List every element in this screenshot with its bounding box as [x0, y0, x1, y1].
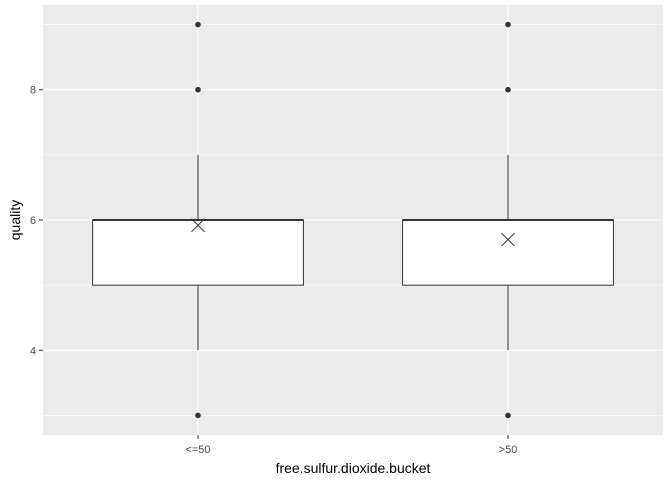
box-2 — [402, 21, 614, 419]
y-tick-label: 6 — [30, 215, 36, 227]
box-iqr — [402, 219, 614, 286]
outlier-point — [505, 86, 511, 93]
box-group — [92, 21, 614, 419]
y-tick-label: 8 — [30, 85, 36, 97]
x-tick-label: >50 — [499, 444, 518, 456]
outlier-point — [505, 412, 511, 419]
outlier-point — [505, 21, 511, 28]
outlier-point — [195, 412, 201, 419]
box-iqr — [92, 219, 304, 286]
y-tick-label: 4 — [30, 345, 36, 357]
box-1 — [92, 21, 304, 419]
y-axis: 4 6 8 — [30, 85, 43, 357]
mean-marker-stroke-b — [501, 232, 515, 247]
x-axis: <=50 >50 — [185, 435, 517, 456]
x-tick-label: <=50 — [185, 444, 210, 456]
y-axis-title: quality — [7, 200, 23, 240]
mean-marker-stroke-b — [191, 218, 205, 233]
outlier-point — [195, 21, 201, 28]
x-axis-title: free.sulfur.dioxide.bucket — [276, 460, 431, 476]
outlier-point — [195, 86, 201, 93]
